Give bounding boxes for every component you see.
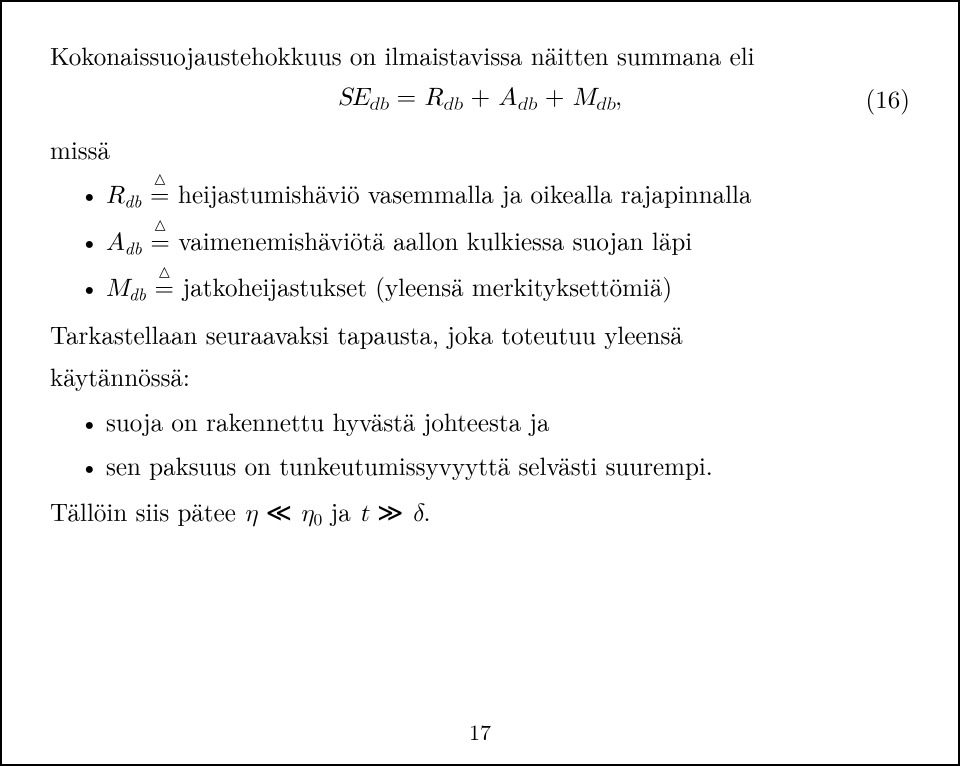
tail-line: Tällöin siis pätee η ≪ η0 ja t ≫ δ.	[50, 494, 910, 532]
cond-item: suoja on rakennettu hyvästä johteesta ja	[50, 404, 910, 440]
slide-frame: Kokonaissuojaustehokkuus on ilmaistaviss…	[0, 0, 960, 766]
eq-plus2: +	[537, 85, 573, 110]
tail-ll: ≪	[257, 494, 300, 529]
eq-m-sub: db	[596, 97, 615, 114]
equation-number: (16)	[866, 81, 910, 117]
tarkastellaan-line1: Tarkastellaan seuraavaksi tapausta, joka…	[50, 317, 910, 353]
tail-prefix: Tällöin siis pätee	[50, 494, 244, 529]
eq-r: R	[424, 85, 442, 110]
def-sub: db	[129, 281, 146, 306]
tail-eta: η	[244, 501, 257, 526]
tail-eta0-sub: 0	[314, 506, 323, 531]
eq-lhs-var: SE	[338, 85, 369, 110]
cond-text: suoja on rakennettu hyvästä johteesta ja	[106, 404, 550, 439]
tail-t: t	[359, 501, 369, 526]
eq-a-sub: db	[517, 97, 536, 114]
conditions-list: suoja on rakennettu hyvästä johteesta ja…	[50, 404, 910, 485]
tail-gg: ≫	[369, 494, 412, 529]
page-number: 17	[2, 716, 958, 748]
def-item: Rdb heijastumishäviö vasemmalla ja oikea…	[50, 176, 910, 214]
tail-period: .	[424, 494, 431, 529]
def-item: Adb vaimenemishäviötä aallon kulkiessa s…	[50, 223, 910, 261]
def-var: R	[106, 183, 124, 208]
tail-mid: ja	[322, 494, 359, 529]
def-var: M	[106, 276, 129, 301]
def-var: A	[106, 230, 125, 255]
eq-lhs-sub: db	[369, 97, 388, 114]
missa: missä	[50, 132, 910, 168]
eq-r-sub: db	[443, 97, 462, 114]
def-sub: db	[125, 235, 142, 260]
eq-plus1: +	[462, 85, 498, 110]
tail-eta0: η	[300, 501, 313, 526]
def-item: Mdb jatkoheijastukset (yleensä merkityks…	[50, 269, 910, 307]
tail-delta: δ	[412, 501, 424, 526]
def-text: jatkoheijastukset (yleensä merkityksettö…	[174, 269, 672, 304]
definitions-list: Rdb heijastumishäviö vasemmalla ja oikea…	[50, 176, 910, 307]
triangle-eq-icon	[154, 269, 174, 305]
def-text: vaimenemishäviötä aallon kulkiessa suoja…	[170, 223, 692, 258]
equation-row: SEdb = Rdb + Adb + Mdb, (16)	[50, 80, 910, 118]
eq-equals: =	[388, 85, 424, 110]
cond-item: sen paksuus on tunkeutumissyvyyttä selvä…	[50, 448, 910, 484]
triangle-eq-icon	[150, 223, 170, 259]
eq-a: A	[498, 85, 517, 110]
eq-comma: ,	[615, 85, 622, 110]
tarkastellaan-line2: käytännössä:	[50, 359, 910, 395]
intro-text: Kokonaissuojaustehokkuus on ilmaistaviss…	[50, 38, 910, 74]
eq-m: M	[573, 85, 596, 110]
def-sub: db	[124, 189, 141, 214]
cond-text: sen paksuus on tunkeutumissyvyyttä selvä…	[106, 448, 713, 483]
triangle-eq-icon	[150, 176, 170, 212]
def-text: heijastumishäviö vasemmalla ja oikealla …	[170, 176, 752, 211]
equation: SEdb = Rdb + Adb + Mdb,	[338, 80, 622, 118]
